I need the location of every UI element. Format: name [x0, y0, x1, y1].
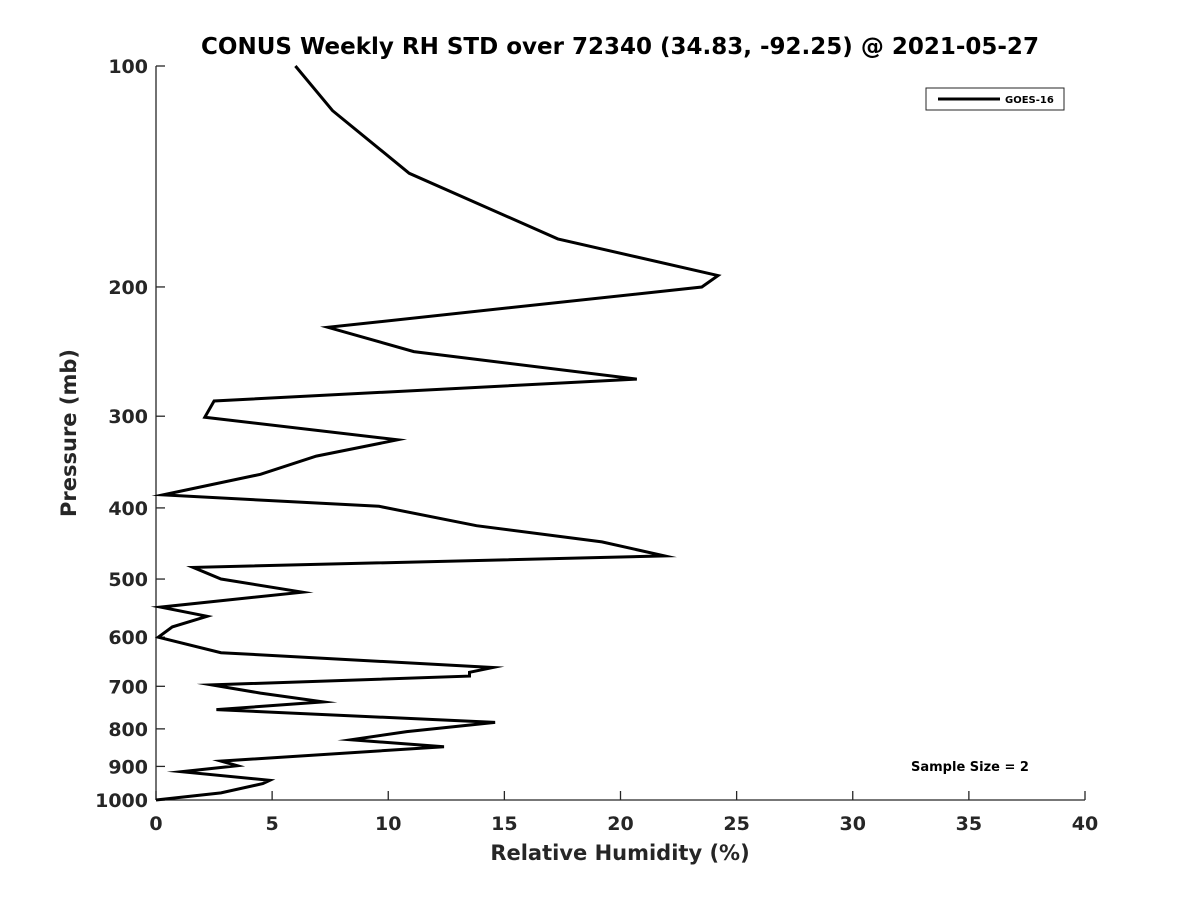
y-tick-label: 800 — [108, 719, 148, 741]
y-ticks: 100 200 300 400 500 600 700 800 900 1000 — [95, 56, 165, 812]
x-tick-label: 35 — [956, 813, 982, 835]
chart-title: CONUS Weekly RH STD over 72340 (34.83, -… — [201, 34, 1039, 60]
y-tick-label: 500 — [108, 569, 148, 591]
x-tick-label: 40 — [1072, 813, 1098, 835]
y-tick-label: 200 — [108, 277, 148, 299]
x-ticks: 0 5 10 15 20 25 30 35 40 — [149, 791, 1098, 835]
x-axis-label: Relative Humidity (%) — [490, 841, 749, 865]
y-tick-label: 100 — [108, 56, 148, 78]
x-tick-label: 15 — [491, 813, 517, 835]
series-layer — [150, 65, 722, 802]
y-tick-label: 1000 — [95, 790, 148, 812]
y-tick-label: 400 — [108, 498, 148, 520]
axes — [155, 66, 1085, 801]
series-line-goes-16 — [150, 65, 722, 802]
x-tick-label: 5 — [266, 813, 279, 835]
y-tick-label: 300 — [108, 406, 148, 428]
x-tick-label: 0 — [149, 813, 162, 835]
legend: GOES-16 — [925, 87, 1065, 111]
sample-size-annotation: Sample Size = 2 — [911, 760, 1029, 775]
y-tick-label: 600 — [108, 627, 148, 649]
y-tick-label: 700 — [108, 676, 148, 698]
y-tick-label: 900 — [108, 756, 148, 778]
y-axis-label: Pressure (mb) — [57, 349, 81, 517]
x-tick-label: 30 — [840, 813, 866, 835]
x-tick-label: 25 — [723, 813, 749, 835]
legend-label-goes16: GOES-16 — [1005, 95, 1054, 106]
x-tick-label: 20 — [607, 813, 633, 835]
x-tick-label: 10 — [375, 813, 401, 835]
